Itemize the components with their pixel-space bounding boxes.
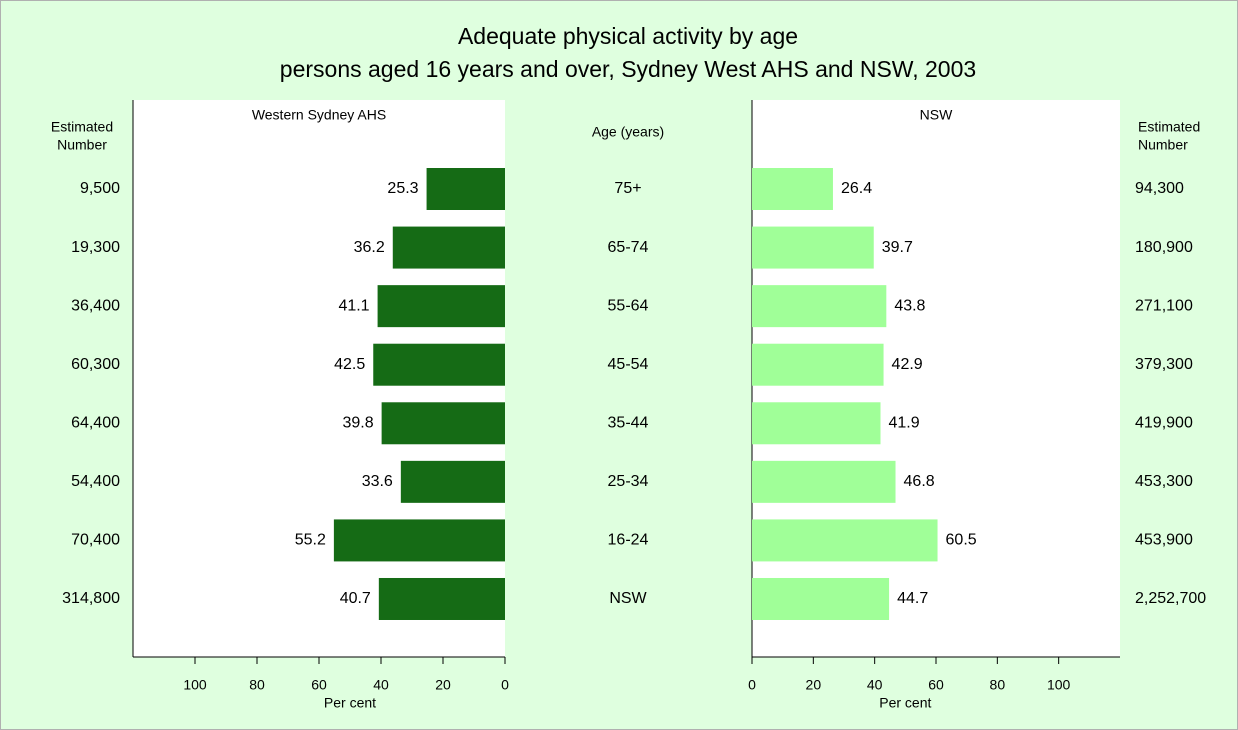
x-tick-label: 20 bbox=[435, 677, 451, 693]
estimate-value: 60,300 bbox=[71, 356, 120, 373]
x-tick-label: 60 bbox=[928, 677, 944, 693]
estimate-value: 379,300 bbox=[1135, 356, 1193, 373]
x-tick-label: 80 bbox=[249, 677, 265, 693]
panel-title: NSW bbox=[920, 107, 953, 123]
estimate-value: 271,100 bbox=[1135, 297, 1193, 314]
x-tick-label: 100 bbox=[183, 677, 207, 693]
value-label: 39.7 bbox=[882, 239, 913, 256]
x-tick-label: 100 bbox=[1047, 677, 1071, 693]
value-label: 33.6 bbox=[362, 473, 393, 490]
bar bbox=[752, 519, 938, 562]
bar bbox=[381, 402, 505, 445]
x-tick-label: 20 bbox=[806, 677, 822, 693]
bar bbox=[373, 343, 505, 386]
estimate-value: 453,900 bbox=[1135, 532, 1193, 549]
x-tick-label: 40 bbox=[867, 677, 883, 693]
estimate-value: 419,900 bbox=[1135, 414, 1193, 431]
x-tick-label: 80 bbox=[990, 677, 1006, 693]
bar bbox=[400, 460, 505, 503]
estimate-value: 94,300 bbox=[1135, 180, 1184, 197]
value-label: 41.1 bbox=[338, 297, 369, 314]
category-label: NSW bbox=[609, 590, 647, 607]
bar bbox=[392, 226, 505, 269]
x-tick-label: 0 bbox=[748, 677, 756, 693]
value-label: 60.5 bbox=[946, 532, 977, 549]
value-label: 41.9 bbox=[888, 414, 919, 431]
value-label: 44.7 bbox=[897, 590, 928, 607]
value-label: 25.3 bbox=[387, 180, 418, 197]
value-label: 26.4 bbox=[841, 180, 872, 197]
value-label: 46.8 bbox=[904, 473, 935, 490]
bar bbox=[377, 285, 505, 328]
value-label: 36.2 bbox=[354, 239, 385, 256]
category-label: 55-64 bbox=[608, 297, 649, 314]
estimate-value: 453,300 bbox=[1135, 473, 1193, 490]
x-tick-label: 0 bbox=[501, 677, 509, 693]
category-label: 35-44 bbox=[608, 414, 649, 431]
estimate-value: 36,400 bbox=[71, 297, 120, 314]
estimate-header: Number bbox=[57, 137, 107, 153]
bar bbox=[752, 226, 874, 269]
value-label: 42.9 bbox=[892, 356, 923, 373]
estimate-value: 9,500 bbox=[80, 180, 120, 197]
estimate-value: 19,300 bbox=[71, 239, 120, 256]
bar bbox=[752, 577, 890, 620]
category-label: 16-24 bbox=[608, 532, 649, 549]
category-label: 65-74 bbox=[608, 239, 649, 256]
value-label: 55.2 bbox=[295, 532, 326, 549]
bar bbox=[752, 285, 887, 328]
estimate-value: 54,400 bbox=[71, 473, 120, 490]
estimate-header: Number bbox=[1138, 137, 1188, 153]
bar bbox=[378, 577, 505, 620]
estimate-value: 64,400 bbox=[71, 414, 120, 431]
value-label: 39.8 bbox=[342, 414, 373, 431]
x-tick-label: 40 bbox=[373, 677, 389, 693]
chart-title: Adequate physical activity by age bbox=[458, 23, 798, 49]
x-axis-label: Per cent bbox=[879, 695, 931, 711]
bar bbox=[333, 519, 505, 562]
chart-subtitle: persons aged 16 years and over, Sydney W… bbox=[280, 56, 976, 82]
value-label: 42.5 bbox=[334, 356, 365, 373]
bar bbox=[752, 460, 896, 503]
category-label: 25-34 bbox=[608, 473, 649, 490]
bar bbox=[426, 168, 505, 210]
bar bbox=[752, 402, 881, 445]
estimate-header: Estimated bbox=[1138, 119, 1200, 135]
estimate-value: 2,252,700 bbox=[1135, 590, 1206, 607]
estimate-value: 180,900 bbox=[1135, 239, 1193, 256]
category-label: Age (years) bbox=[592, 124, 664, 140]
bar bbox=[752, 168, 833, 210]
x-axis-label: Per cent bbox=[324, 695, 376, 711]
panel-title: Western Sydney AHS bbox=[252, 107, 386, 123]
value-label: 40.7 bbox=[340, 590, 371, 607]
value-label: 43.8 bbox=[894, 297, 925, 314]
x-tick-label: 60 bbox=[311, 677, 327, 693]
bar bbox=[752, 343, 884, 386]
category-label: 45-54 bbox=[608, 356, 649, 373]
estimate-header: Estimated bbox=[51, 119, 113, 135]
estimate-value: 70,400 bbox=[71, 532, 120, 549]
estimate-value: 314,800 bbox=[62, 590, 120, 607]
category-label: 75+ bbox=[614, 180, 641, 197]
